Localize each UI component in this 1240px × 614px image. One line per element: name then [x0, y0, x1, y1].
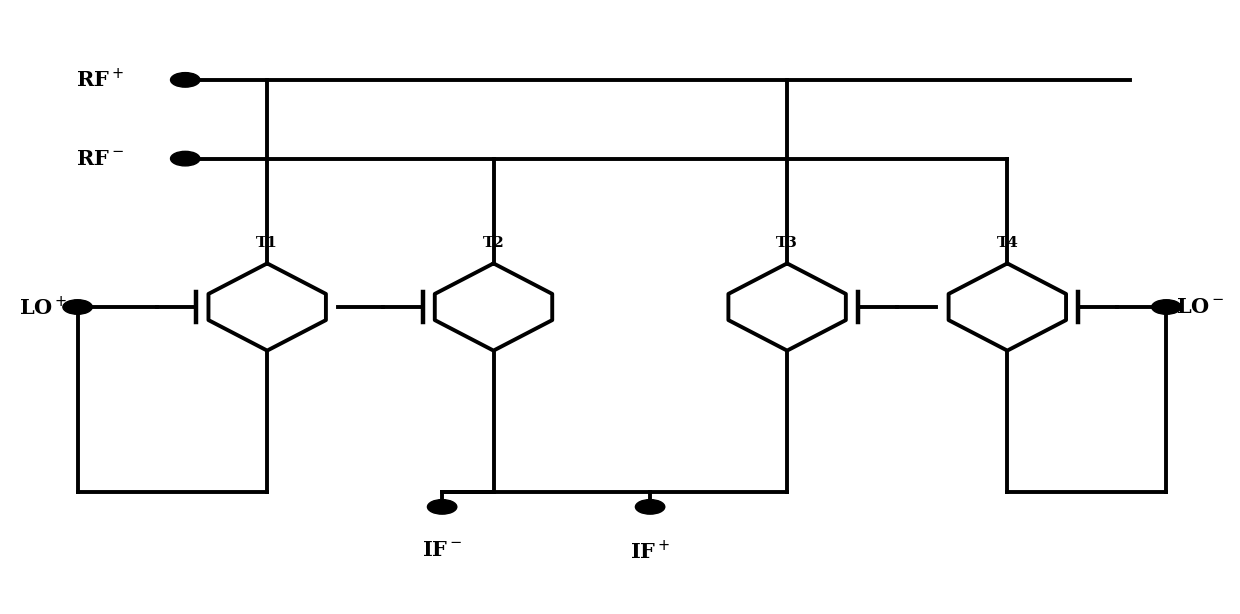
Circle shape — [428, 500, 456, 514]
Circle shape — [171, 151, 200, 166]
Text: LO$^-$: LO$^-$ — [1177, 297, 1225, 317]
Text: T1: T1 — [257, 236, 278, 250]
Circle shape — [171, 72, 200, 87]
Circle shape — [635, 500, 665, 514]
Text: RF$^-$: RF$^-$ — [76, 149, 124, 169]
Text: RF$^+$: RF$^+$ — [76, 68, 124, 91]
Circle shape — [63, 300, 92, 314]
Circle shape — [1152, 300, 1180, 314]
Text: IF$^+$: IF$^+$ — [630, 540, 671, 564]
Text: T4: T4 — [997, 236, 1018, 250]
Text: LO$^+$: LO$^+$ — [20, 295, 68, 319]
Text: T2: T2 — [482, 236, 505, 250]
Text: IF$^-$: IF$^-$ — [422, 540, 463, 560]
Text: T3: T3 — [776, 236, 799, 250]
